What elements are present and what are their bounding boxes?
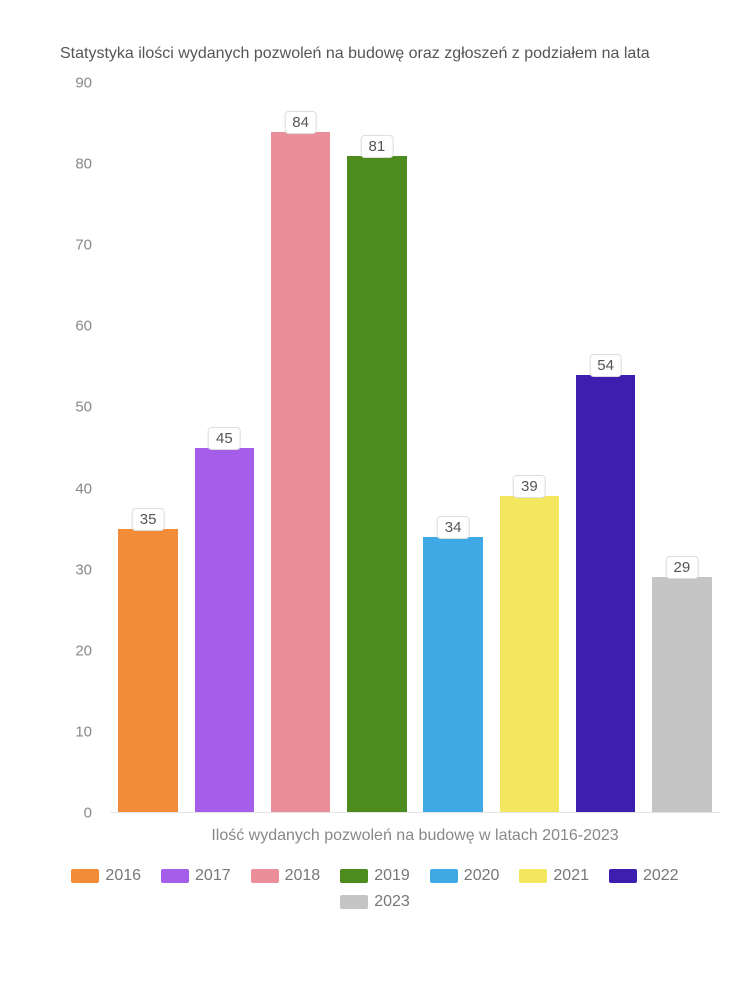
legend-item: 2020	[430, 867, 500, 885]
bar	[652, 577, 711, 812]
y-tick: 60	[75, 318, 92, 335]
legend-label: 2020	[464, 867, 500, 884]
bar	[576, 375, 635, 812]
plot-area: 35 45 84 81 34 39 54 29	[110, 83, 720, 813]
y-tick: 10	[75, 723, 92, 740]
legend-swatch	[609, 869, 637, 883]
value-label: 39	[513, 475, 546, 498]
y-tick: 50	[75, 399, 92, 416]
legend-label: 2018	[285, 867, 321, 884]
value-label: 81	[361, 135, 394, 158]
value-label: 34	[437, 516, 470, 539]
y-tick: 20	[75, 642, 92, 659]
legend-label: 2019	[374, 867, 410, 884]
legend-item: 2018	[251, 867, 321, 885]
legend-label: 2016	[105, 867, 141, 884]
y-tick: 40	[75, 480, 92, 497]
legend-swatch	[340, 869, 368, 883]
legend-label: 2017	[195, 867, 231, 884]
legend-item: 2017	[161, 867, 231, 885]
legend-item: 2022	[609, 867, 679, 885]
y-tick: 30	[75, 561, 92, 578]
plot: 0102030405060708090 3545848134395429 Ilo…	[60, 83, 720, 853]
legend-label: 2022	[643, 867, 679, 884]
bar	[500, 496, 559, 812]
bar	[118, 529, 177, 813]
bar	[423, 537, 482, 812]
value-label: 29	[666, 556, 699, 579]
x-axis-label: Ilość wydanych pozwoleń na budowę w lata…	[110, 827, 720, 845]
legend-swatch	[340, 895, 368, 909]
bar	[195, 448, 254, 813]
y-tick: 70	[75, 237, 92, 254]
y-tick: 80	[75, 156, 92, 173]
legend-label: 2023	[374, 893, 410, 910]
legend-swatch	[71, 869, 99, 883]
y-tick: 0	[84, 805, 92, 822]
legend-item: 2023	[340, 893, 410, 911]
legend-item: 2016	[71, 867, 141, 885]
bar-chart: Statystyka ilości wydanych pozwoleń na b…	[0, 0, 750, 1000]
legend-label: 2021	[553, 867, 589, 884]
legend-item: 2021	[519, 867, 589, 885]
legend-item: 2019	[340, 867, 410, 885]
legend-swatch	[430, 869, 458, 883]
value-label: 84	[284, 111, 317, 134]
value-label: 54	[589, 354, 622, 377]
value-label: 45	[208, 427, 241, 450]
bar	[271, 132, 330, 812]
legend-swatch	[161, 869, 189, 883]
legend-swatch	[519, 869, 547, 883]
legend: 2016 2017 2018 2019 2020 2021 2022 2023	[40, 863, 710, 915]
legend-swatch	[251, 869, 279, 883]
chart-title: Statystyka ilości wydanych pozwoleń na b…	[40, 45, 710, 63]
y-tick: 90	[75, 75, 92, 92]
value-label: 35	[132, 508, 165, 531]
y-axis: 0102030405060708090	[60, 83, 100, 813]
bar	[347, 156, 406, 812]
